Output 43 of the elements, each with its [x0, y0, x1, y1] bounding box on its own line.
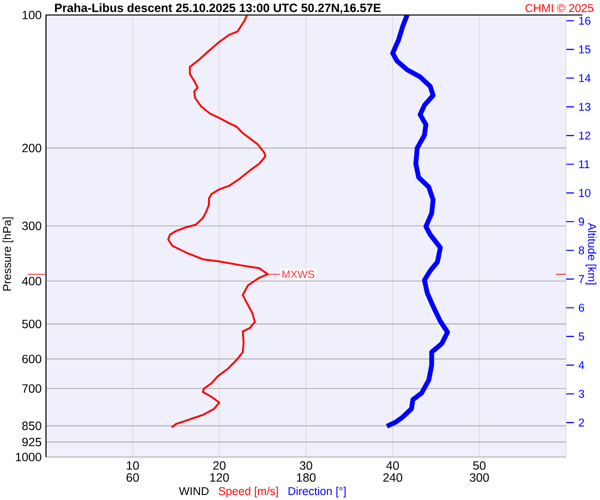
- y-tick-label: 850: [22, 422, 42, 430]
- y2-tick-label: 5: [578, 332, 584, 340]
- y-tick-label: 400: [22, 276, 42, 286]
- y-tick-label: 1000: [16, 452, 42, 462]
- y2-tick-label: 8: [578, 246, 584, 254]
- y2-tick-label: 2: [578, 418, 584, 427]
- x-tick-label: 40: [386, 461, 399, 470]
- y2-tick-label: 13: [579, 102, 590, 111]
- y2-tick-label: 16: [579, 16, 590, 25]
- x2-tick-label: 180: [296, 473, 316, 482]
- y-axis-title: Pressure [hPa]: [2, 217, 14, 291]
- y-tick-label: 100: [22, 10, 42, 20]
- x2-tick-label: 120: [210, 473, 229, 482]
- y-tick-label: 500: [22, 320, 42, 328]
- y2-tick-label: 15: [579, 45, 590, 54]
- y2-tick-label: 4: [578, 361, 584, 370]
- x-tick-label: 30: [300, 461, 312, 470]
- x2-tick-label: 300: [470, 473, 489, 482]
- x-tick-label: 50: [473, 461, 486, 470]
- annotation: MXWS: [282, 270, 314, 278]
- y2-tick-label: 9: [578, 218, 584, 226]
- y-tick-label: 700: [22, 384, 42, 393]
- text: CHMI © 2025: [526, 4, 594, 12]
- x-axis-title: WIND: [178, 487, 209, 496]
- y2-tick-label: 11: [579, 160, 590, 168]
- y2-axis-title: Altitude [km]: [586, 222, 596, 284]
- y2-tick-label: 6: [578, 304, 584, 312]
- chart-title: Praha-Libus descent 25.10.2025 13:00 UTC 50.27N,16.57E: [55, 3, 381, 14]
- y-tick-label: 300: [22, 222, 42, 230]
- y2-tick-label: 10: [579, 188, 590, 197]
- x2-tick-label: 60: [126, 473, 139, 482]
- x-tick-label: 10: [126, 461, 139, 470]
- x-tick-label: 20: [213, 461, 226, 470]
- y2-tick-label: 7: [578, 275, 584, 283]
- y-tick-label: 200: [22, 144, 42, 152]
- y-tick-label: 600: [22, 354, 42, 364]
- y2-tick-label: 3: [578, 390, 584, 398]
- x2-tick-label: 240: [383, 473, 402, 482]
- y2-tick-label: 14: [579, 74, 591, 82]
- text: Direction [°]: [288, 486, 346, 498]
- y2-tick-label: 12: [579, 132, 590, 140]
- y-tick-label: 925: [22, 438, 42, 446]
- text: Speed [m/s]: [218, 486, 278, 498]
